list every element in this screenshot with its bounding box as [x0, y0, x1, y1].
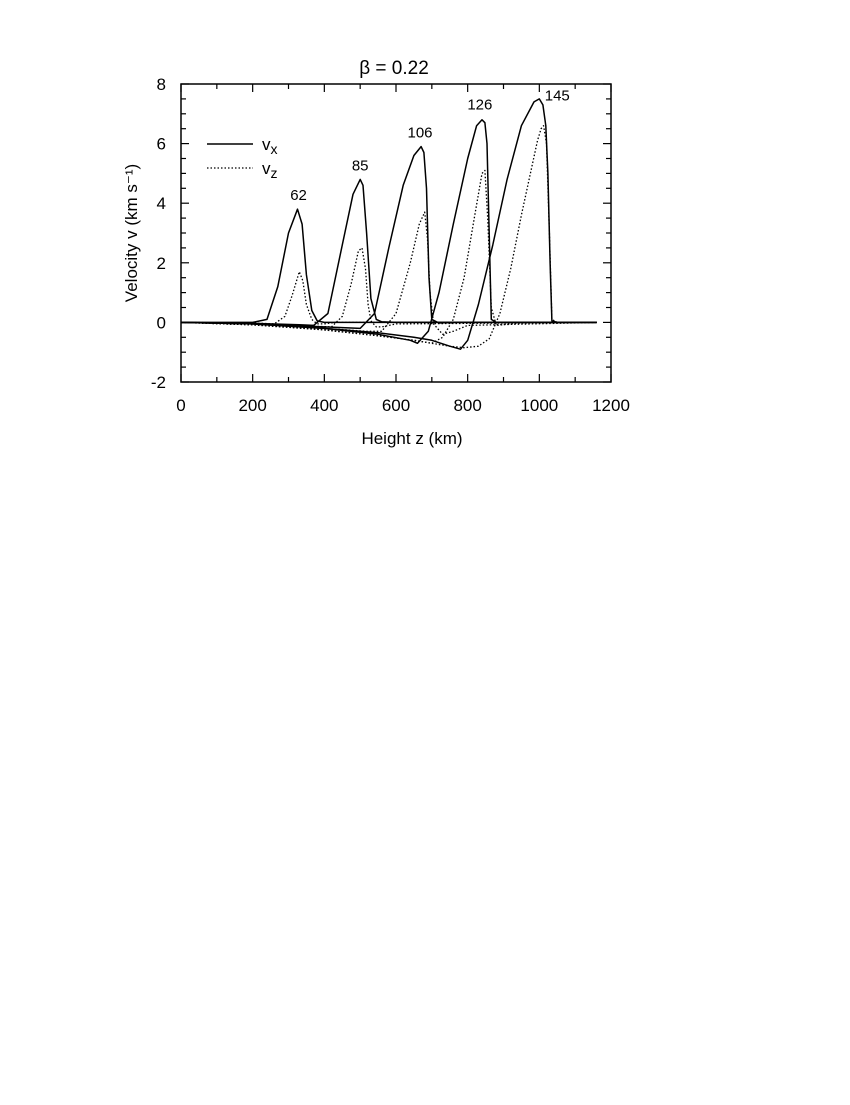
y-tick-label: 2 — [157, 254, 166, 273]
legend-label-vx: vx — [262, 135, 278, 157]
peak-labels: 62 85 106 126 145 — [290, 87, 570, 204]
peak-label: 62 — [290, 187, 307, 204]
series-vx-126 — [180, 119, 597, 345]
y-tick-label: 6 — [157, 135, 166, 154]
legend-label-vz: vz — [262, 159, 278, 181]
y-tick-label: 8 — [157, 75, 166, 94]
x-tick-label: 400 — [310, 396, 338, 415]
peak-label: 106 — [407, 125, 432, 142]
series-vz-62 — [180, 271, 597, 325]
series-vx-145 — [180, 98, 597, 350]
y-axis-ticks: -2 0 2 4 6 8 — [151, 75, 611, 392]
x-tick-label: 1000 — [520, 396, 558, 415]
series-vx-62 — [181, 208, 597, 324]
x-axis-label: Height z (km) — [361, 429, 462, 448]
series-vz-145 — [180, 125, 597, 349]
x-tick-label: 600 — [382, 396, 410, 415]
x-axis-ticks: 0 200 400 600 800 1000 1200 — [176, 84, 630, 415]
series-vz-106 — [180, 211, 597, 335]
x-tick-label: 200 — [238, 396, 266, 415]
chart-title: β = 0.22 — [359, 58, 429, 79]
x-tick-label: 0 — [176, 396, 185, 415]
peak-label: 85 — [352, 157, 369, 174]
y-axis-label: Velocity v (km s⁻¹) — [122, 164, 141, 302]
y-tick-label: 0 — [157, 313, 166, 332]
peak-label: 126 — [467, 96, 492, 113]
x-tick-label: 1200 — [592, 396, 630, 415]
x-tick-label: 800 — [453, 396, 481, 415]
series-vx-85 — [180, 178, 597, 327]
series-vz-126 — [180, 169, 597, 344]
series-vz-85 — [180, 247, 597, 328]
y-tick-label: 4 — [157, 194, 166, 213]
peak-label: 145 — [545, 87, 570, 104]
series-vx-106 — [180, 145, 597, 330]
series-layer — [180, 98, 597, 350]
y-tick-label: -2 — [151, 373, 166, 392]
